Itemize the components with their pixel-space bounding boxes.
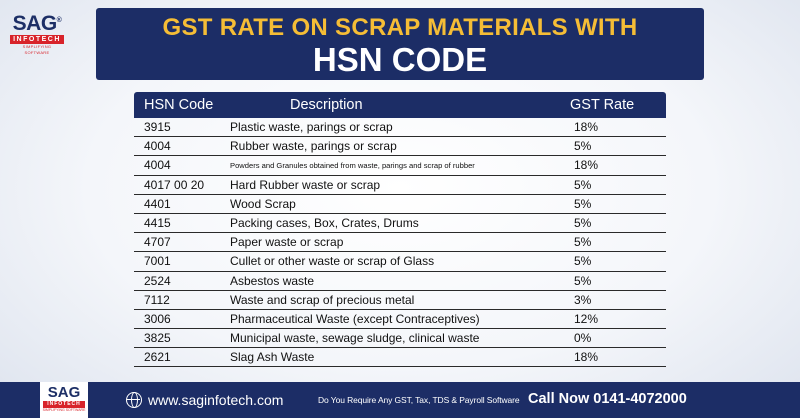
cell-description: Municipal waste, sewage sludge, clinical… <box>230 331 480 346</box>
cell-hsn-code: 2621 <box>144 350 171 365</box>
cell-hsn-code: 2524 <box>144 273 171 288</box>
table-row: 3825 Municipal waste, sewage sludge, cli… <box>134 329 666 349</box>
cell-gst-rate: 5% <box>574 235 592 250</box>
cell-hsn-code: 4004 <box>144 158 171 173</box>
table-row: 4401 Wood Scrap 5% <box>134 195 666 214</box>
cell-description: Wood Scrap <box>230 196 296 211</box>
cell-gst-rate: 12% <box>574 311 599 326</box>
cell-gst-rate: 0% <box>574 331 592 346</box>
footer-logo-tagline: SIMPLIFYING SOFTWARE <box>42 408 86 412</box>
cell-gst-rate: 5% <box>574 177 592 192</box>
cell-gst-rate: 18% <box>574 350 599 365</box>
cell-description: Pharmaceutical Waste (except Contracepti… <box>230 311 480 326</box>
table-row: 2524 Asbestos waste 5% <box>134 272 666 291</box>
table-row: 7112 Waste and scrap of precious metal 3… <box>134 291 666 310</box>
call-now-text[interactable]: Call Now 0141-4072000 <box>528 391 687 407</box>
footer-logo: SAG INFOTECH SIMPLIFYING SOFTWARE <box>40 382 88 418</box>
cell-gst-rate: 5% <box>574 273 592 288</box>
globe-icon <box>126 392 142 408</box>
table-row: 3915 Plastic waste, parings or scrap 18% <box>134 118 666 138</box>
cell-hsn-code: 4401 <box>144 196 171 211</box>
cell-description: Slag Ash Waste <box>230 350 315 365</box>
cell-gst-rate: 5% <box>574 196 592 211</box>
table-row: 4017 00 20 Hard Rubber waste or scrap 5% <box>134 176 666 195</box>
cell-gst-rate: 5% <box>574 254 592 269</box>
website-url: www.saginfotech.com <box>148 392 284 408</box>
cell-hsn-code: 4415 <box>144 216 171 231</box>
header-gst-rate: GST Rate <box>570 97 635 113</box>
table-header: HSN Code Description GST Rate <box>134 92 666 118</box>
logo-brand: SAG <box>12 12 58 35</box>
cell-gst-rate: 3% <box>574 292 592 307</box>
gst-rate-table: HSN Code Description GST Rate 3915 Plast… <box>134 92 666 368</box>
cell-hsn-code: 7001 <box>144 254 171 269</box>
footer-bar: www.saginfotech.com Do You Require Any G… <box>0 382 800 418</box>
title-banner: GST RATE ON SCRAP MATERIALS WITH HSN COD… <box>96 8 704 80</box>
cell-gst-rate: 5% <box>574 139 592 154</box>
cell-description: Asbestos waste <box>230 273 315 288</box>
logo-registered-mark: ® <box>56 17 62 24</box>
cell-hsn-code: 3915 <box>144 120 171 135</box>
cell-gst-rate: 18% <box>574 120 599 135</box>
cell-hsn-code: 4017 00 20 <box>144 177 205 192</box>
header-description: Description <box>290 97 363 113</box>
cell-description: Cullet or other waste or scrap of Glass <box>230 254 435 269</box>
table-row: 4004 Rubber waste, parings or scrap 5% <box>134 137 666 157</box>
software-prompt: Do You Require Any GST, Tax, TDS & Payro… <box>318 395 520 405</box>
cell-description: Waste and scrap of precious metal <box>230 292 415 307</box>
cell-description: Powders and Granules obtained from waste… <box>230 160 475 170</box>
header-hsn-code: HSN Code <box>144 97 214 113</box>
cell-hsn-code: 3825 <box>144 331 171 346</box>
footer-logo-brand: SAG <box>47 384 81 401</box>
table-row: 4415 Packing cases, Box, Crates, Drums 5… <box>134 214 666 234</box>
table-row: 3006 Pharmaceutical Waste (except Contra… <box>134 310 666 330</box>
cell-description: Rubber waste, parings or scrap <box>230 139 397 154</box>
cell-gst-rate: 5% <box>574 216 592 231</box>
cell-hsn-code: 3006 <box>144 311 171 326</box>
cell-hsn-code: 4004 <box>144 139 171 154</box>
title-line-2: HSN CODE <box>312 41 488 78</box>
title-line-1: GST RATE ON SCRAP MATERIALS WITH <box>162 14 638 41</box>
logo-bar: INFOTECH <box>10 35 64 44</box>
logo-tagline: SIMPLIFYING SOFTWARE <box>22 44 52 55</box>
table-row: 2621 Slag Ash Waste 18% <box>134 348 666 368</box>
footer-logo-bar: INFOTECH <box>43 401 85 408</box>
cell-description: Hard Rubber waste or scrap <box>230 177 381 192</box>
cell-description: Packing cases, Box, Crates, Drums <box>230 216 419 231</box>
cell-description: Paper waste or scrap <box>230 235 344 250</box>
cell-hsn-code: 4707 <box>144 235 171 250</box>
website-link[interactable]: www.saginfotech.com <box>126 392 283 408</box>
cell-description: Plastic waste, parings or scrap <box>230 120 393 135</box>
cell-gst-rate: 18% <box>574 158 599 173</box>
table-row: 4004 Powders and Granules obtained from … <box>134 156 666 176</box>
cell-hsn-code: 7112 <box>144 292 170 307</box>
table-row: 4707 Paper waste or scrap 5% <box>134 233 666 253</box>
table-row: 7001 Cullet or other waste or scrap of G… <box>134 252 666 272</box>
brand-logo: SAG® INFOTECH SIMPLIFYING SOFTWARE <box>10 10 64 55</box>
